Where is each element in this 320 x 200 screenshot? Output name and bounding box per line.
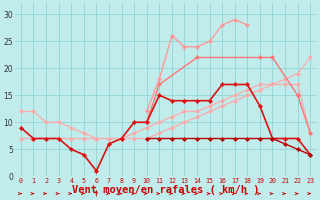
X-axis label: Vent moyen/en rafales ( km/h ): Vent moyen/en rafales ( km/h ) xyxy=(72,185,259,195)
